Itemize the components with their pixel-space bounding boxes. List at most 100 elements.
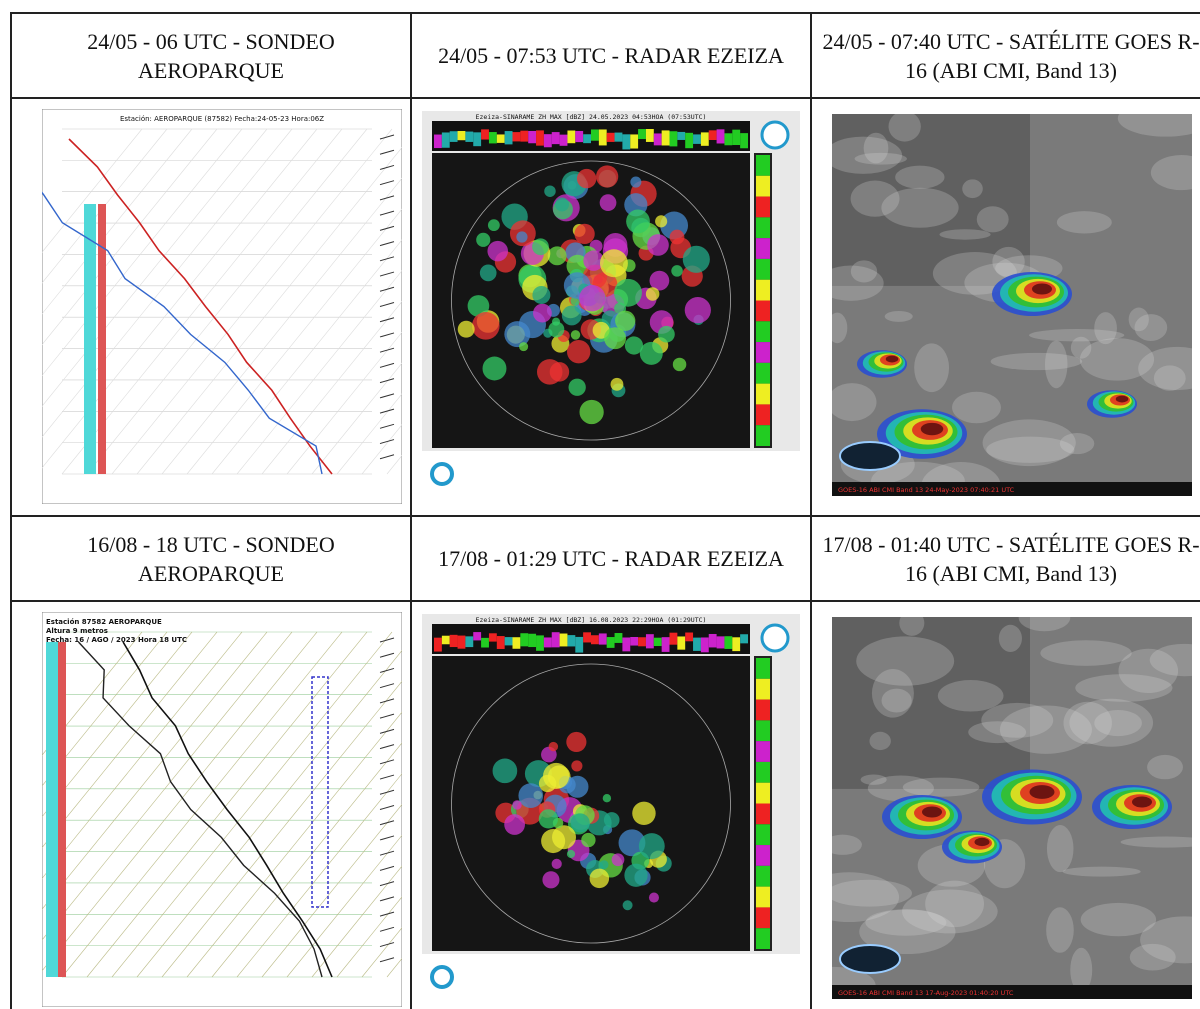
cloud [1129, 308, 1149, 332]
radar-map [432, 656, 750, 951]
strip-echo [670, 633, 678, 645]
strip-echo [458, 131, 466, 140]
panel-image: Ezeiza-SINARAME ZH MAX [dBZ] 24.05.2023 … [422, 111, 800, 496]
panel-caption: Ezeiza-SINARAME ZH MAX [dBZ] 24.05.2023 … [476, 113, 707, 121]
echo [590, 869, 610, 889]
echo [493, 759, 518, 784]
strip-echo [442, 132, 450, 147]
cloud [968, 721, 1026, 743]
echo [512, 800, 521, 809]
bar-echo [756, 259, 770, 280]
convective-cloud [922, 807, 942, 818]
bar-echo [756, 720, 770, 741]
convective-cloud [1032, 284, 1052, 295]
strip-echo [732, 637, 740, 651]
echo [516, 231, 527, 242]
cloud [1057, 211, 1112, 233]
strip-echo [575, 637, 583, 653]
echo [483, 357, 507, 381]
strip-echo [513, 637, 521, 649]
strip-echo [732, 130, 740, 145]
cloud [1063, 867, 1141, 877]
column-header: 17/08 - 01:29 UTC - RADAR EZEIZA [412, 517, 812, 602]
strip-echo [560, 135, 568, 146]
cloud [992, 247, 1024, 277]
echo [632, 802, 655, 825]
echo [630, 177, 641, 188]
strip-echo [693, 638, 701, 651]
strip-echo [450, 131, 458, 142]
echo [548, 321, 564, 337]
echo [543, 763, 569, 789]
red-band [98, 204, 106, 474]
panel-caption: GOES-16 ABI CMI Band 13 17-Aug-2023 01:4… [838, 989, 1014, 997]
bar-echo [756, 845, 770, 866]
echo [555, 197, 569, 211]
echo [571, 813, 590, 832]
bar-echo [756, 363, 770, 384]
bar-echo [756, 321, 770, 342]
echo [596, 165, 618, 187]
bar-echo [756, 679, 770, 700]
cloud [1069, 699, 1153, 747]
echo [671, 265, 683, 277]
echo [518, 783, 543, 808]
table: 24/05 - 06 UTC - SONDEO AEROPARQUE24/05 … [10, 12, 1200, 1009]
strip-echo [638, 637, 646, 646]
cloud [902, 890, 998, 934]
convective-cloud [1030, 785, 1055, 799]
strip-echo [473, 632, 481, 640]
bar-echo [756, 907, 770, 928]
strip-echo [599, 129, 607, 145]
strip-echo [677, 132, 685, 140]
strip-echo [520, 633, 528, 646]
strip-echo [552, 132, 560, 144]
strip-echo [560, 634, 568, 647]
strip-echo [505, 637, 513, 645]
strip-echo [677, 636, 685, 649]
smn-logo [432, 967, 452, 987]
strip-echo [622, 638, 630, 652]
echo [552, 825, 576, 849]
panel-caption: Estación 87582 AEROPARQUE [46, 618, 162, 626]
echo [458, 321, 475, 338]
cloud [938, 680, 1004, 712]
strip-echo [724, 133, 732, 145]
cloud [914, 343, 949, 392]
echo [655, 215, 667, 227]
echo [476, 233, 490, 247]
echo [614, 279, 642, 307]
cloud [1040, 640, 1131, 666]
strip-echo [599, 633, 607, 644]
echo [683, 246, 710, 273]
panel-caption: GOES-16 ABI CMI Band 13 24-May-2023 07:4… [838, 486, 1015, 494]
strip-echo [583, 134, 591, 143]
image-cell: GOES-16 ABI CMI Band 13 17-Aug-2023 01:4… [812, 602, 1200, 1009]
echo [504, 814, 525, 835]
bar-echo [756, 301, 770, 322]
footer [422, 451, 800, 496]
strip-echo [497, 134, 505, 142]
image-cell: Ezeiza-SINARAME ZH MAX [dBZ] 16.08.2023 … [412, 602, 812, 1009]
strip-echo [544, 637, 552, 647]
column-header: 24/05 - 07:40 UTC - SATÉLITE GOES R-16 (… [812, 14, 1200, 99]
echo [574, 224, 594, 244]
cloud [1147, 755, 1183, 779]
strip-echo [724, 636, 732, 649]
panel-caption: Altura 9 metros [46, 627, 108, 635]
strip-echo [513, 132, 521, 141]
bar-echo [756, 176, 770, 197]
echo [539, 809, 558, 828]
echo [670, 230, 685, 245]
strip-echo [536, 130, 544, 145]
bar-echo [756, 658, 770, 679]
logo [762, 625, 788, 651]
cloud [952, 392, 1001, 423]
cloud [983, 419, 1076, 466]
strip-echo [544, 134, 552, 147]
strip-echo [630, 637, 638, 646]
goes-logo [840, 442, 900, 470]
strip-echo [701, 132, 709, 145]
bar-echo [756, 928, 770, 949]
strip-echo [591, 635, 599, 644]
